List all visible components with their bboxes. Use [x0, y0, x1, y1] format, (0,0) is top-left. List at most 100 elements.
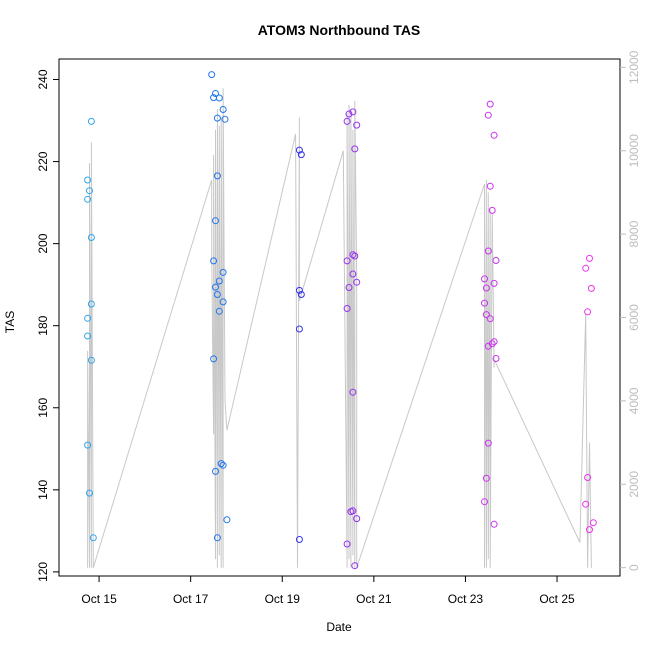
data-point [349, 251, 357, 259]
y-tick-label: 180 [36, 315, 50, 335]
chart-title: ATOM3 Northbound TAS [258, 22, 421, 38]
data-point [87, 117, 95, 125]
data-point [295, 146, 303, 154]
data-point [87, 234, 95, 241]
data-point [490, 279, 498, 287]
data-point [584, 308, 592, 316]
x-tick-label: Oct 17 [173, 592, 209, 606]
data-point [213, 172, 221, 180]
y-tick-label: 240 [36, 69, 50, 89]
plot-frame [58, 58, 621, 577]
data-point [490, 338, 498, 346]
x-tick-label: Oct 23 [448, 592, 484, 606]
data-point [87, 356, 95, 364]
tas-line [87, 88, 592, 568]
y-axis-right: 0 2000 4000 6000 8000 10000 12000 [620, 50, 641, 571]
data-point [353, 121, 361, 129]
data-point [586, 254, 593, 262]
x-tick-label: Oct 21 [356, 592, 392, 606]
data-point [219, 298, 227, 306]
data-point [295, 325, 303, 333]
data-point [488, 206, 496, 214]
data-point [210, 355, 218, 363]
data-point [584, 474, 592, 481]
data-point [217, 460, 225, 468]
data-point [345, 284, 353, 291]
data-point [84, 176, 92, 184]
x-tick-label: Oct 15 [81, 592, 117, 606]
data-point [353, 278, 361, 286]
data-point [212, 217, 219, 225]
data-point [492, 257, 500, 264]
data-point [86, 489, 93, 497]
data-point [343, 540, 351, 548]
x-axis-label: Date [326, 620, 352, 634]
data-point [212, 467, 219, 475]
data-point [215, 307, 223, 315]
y2-tick-label: 4000 [627, 387, 641, 414]
data-point [490, 131, 498, 139]
data-point [353, 515, 361, 523]
data-point [343, 257, 351, 265]
data-point [219, 106, 227, 113]
data-point [484, 247, 492, 255]
y-axis-left: 120 140 160 180 200 220 240 [36, 69, 59, 582]
data-point [492, 355, 500, 362]
data-point [486, 182, 494, 190]
data-point [208, 71, 216, 79]
data-point [215, 94, 223, 102]
data-point [586, 526, 593, 534]
y2-tick-label: 10000 [627, 134, 641, 168]
data-point [297, 291, 305, 298]
data-point [223, 516, 231, 524]
y-tick-label: 220 [36, 151, 50, 171]
data-point [84, 314, 92, 322]
y2-tick-label: 6000 [627, 304, 641, 331]
data-point [484, 439, 492, 447]
y-tick-label: 120 [36, 562, 50, 582]
data-point [87, 300, 95, 308]
data-point [349, 108, 357, 116]
data-point [345, 110, 353, 118]
data-point [84, 441, 92, 449]
data-point [582, 264, 590, 272]
tas-line-layer [87, 88, 592, 568]
data-point [89, 534, 97, 542]
data-point [587, 284, 595, 292]
y-tick-label: 200 [36, 233, 50, 253]
data-point [484, 111, 492, 119]
y-axis-label: TAS [3, 311, 17, 333]
x-axis: Oct 15 Oct 17 Oct 19 Oct 21 Oct 23 Oct 25 [81, 576, 575, 606]
data-point [212, 283, 219, 291]
data-point [589, 519, 597, 527]
data-point [481, 275, 488, 283]
y2-tick-label: 0 [627, 564, 641, 571]
x-tick-label: Oct 25 [539, 592, 575, 606]
data-point [84, 332, 92, 340]
data-point [343, 305, 351, 312]
data-point [84, 195, 92, 203]
tas-points-layer [84, 71, 597, 570]
data-point [490, 520, 498, 528]
data-point [482, 284, 490, 292]
y2-tick-label: 2000 [627, 471, 641, 498]
data-point [486, 315, 494, 323]
data-point [582, 500, 590, 508]
data-point [86, 187, 93, 195]
data-point [343, 117, 351, 125]
data-point [488, 340, 496, 348]
data-point [481, 299, 488, 307]
y2-tick-label: 8000 [627, 220, 641, 247]
data-point [295, 536, 303, 543]
data-point [482, 311, 490, 319]
y2-tick-label: 12000 [627, 50, 641, 84]
data-point [349, 388, 357, 396]
data-point [481, 498, 488, 506]
data-point [221, 115, 229, 123]
data-point [212, 90, 219, 97]
data-point [219, 268, 227, 276]
data-point [486, 100, 494, 108]
data-point [297, 151, 305, 159]
data-point [295, 286, 303, 294]
